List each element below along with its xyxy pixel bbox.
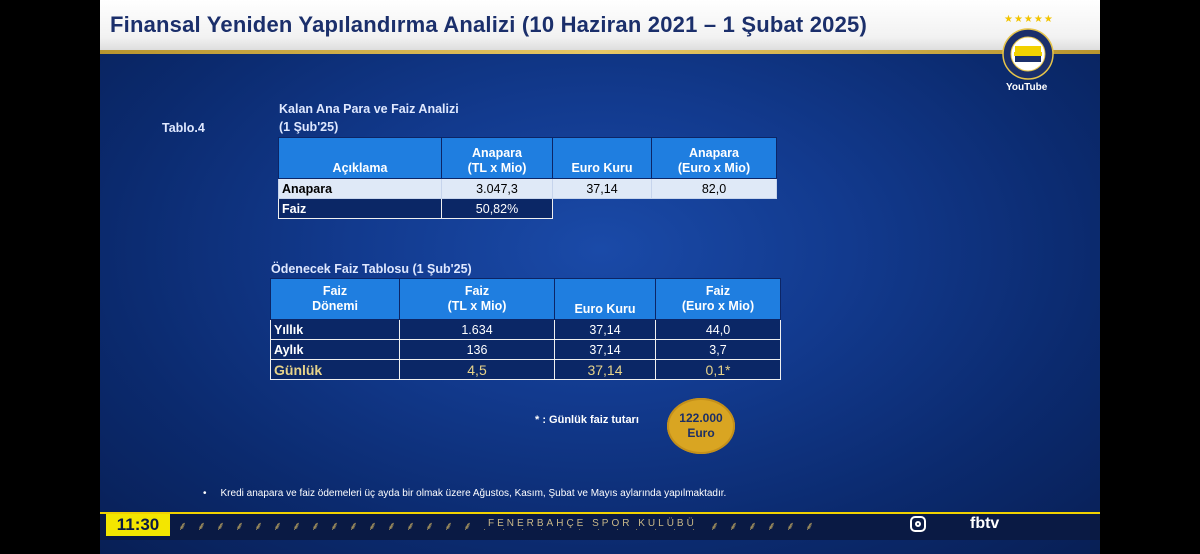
interest-schedule-table: Faiz Dönemi Faiz (TL x Mio) Euro Kuru Faiz… [270,278,781,380]
table-cell: 136 [399,339,555,360]
table-cell: 44,0 [655,319,781,340]
page-title: Finansal Yeniden Yapılandırma Analizi (1… [110,12,868,37]
table-cell: 4,5 [399,359,555,380]
empty-cell [553,199,652,219]
row-label: Günlük [270,359,400,380]
payment-footnote: • Kredi anapara ve faiz ödemeleri üç ayda… [203,488,726,499]
table1-subtitle: (1 Şub'25) [279,120,339,134]
club-name: FENERBAHÇE SPOR KULÜBÜ [482,518,703,529]
table-cell: 37,14 [554,359,656,380]
channel-logo: ★★★★★ YouTube [998,14,1058,96]
table-cell: 1.634 [399,319,555,340]
daily-interest-amount-badge: 122.000 Euro [667,398,735,454]
gold-divider [100,50,1100,54]
row-label: Anapara [278,178,442,199]
fenerbahce-crest-icon [1002,28,1054,80]
table-number-label: Tablo.4 [162,121,205,135]
table-cell: 0,1* [655,359,781,380]
empty-cell [652,199,777,219]
header-cell: Euro Kuru [552,137,652,179]
table-header-row: Faiz Dönemi Faiz (TL x Mio) Euro Kuru Faiz… [270,278,781,320]
amount-currency: Euro [687,426,715,440]
youtube-label: YouTube [1006,82,1048,93]
row-label: Yıllık [270,319,400,340]
stars-icon: ★★★★★ [1004,14,1054,25]
amount-value: 122.000 [679,411,723,425]
header-cell: Anapara (TL x Mio) [441,137,553,179]
table-header-row: Açıklama Anapara (TL x Mio) Euro Kuru Ana… [278,137,777,179]
table-cell: 37,14 [554,339,656,360]
principal-interest-table: Açıklama Anapara (TL x Mio) Euro Kuru Ana… [278,137,777,219]
table-cell: 3.047,3 [441,178,553,199]
table-row: Günlük 4,5 37,14 0,1* [270,359,781,380]
broadcast-ticker [100,512,1100,540]
row-label: Faiz [278,198,442,219]
table-row: Aylık 136 37,14 3,7 [270,339,781,360]
channel-name: fbtv [970,515,1000,532]
table-row: Yıllık 1.634 37,14 44,0 [270,319,781,340]
header-cell: Faiz Dönemi [270,278,400,320]
table-cell: 50,82% [441,198,553,219]
table-cell: 37,14 [552,178,652,199]
table2-title: Ödenecek Faiz Tablosu (1 Şub'25) [271,262,472,276]
broadcast-screen: Finansal Yeniden Yapılandırma Analizi (1… [100,0,1100,554]
table-row: Faiz 50,82% [278,198,777,219]
row-label: Aylık [270,339,400,360]
header-cell: Faiz (TL x Mio) [399,278,555,320]
header-cell: Anapara (Euro x Mio) [651,137,777,179]
instagram-icon[interactable] [910,516,926,532]
table-cell: 3,7 [655,339,781,360]
daily-interest-note: * : Günlük faiz tutarı [535,414,639,426]
table-cell: 82,0 [651,178,777,199]
table-row: Anapara 3.047,3 37,14 82,0 [278,178,777,199]
title-bar [100,0,1100,53]
header-cell: Açıklama [278,137,442,179]
bullet-icon: • [203,488,207,499]
header-cell: Faiz (Euro x Mio) [655,278,781,320]
table-cell: 37,14 [554,319,656,340]
header-cell: Euro Kuru [554,278,656,320]
clock-display: 11:30 [106,514,170,536]
table1-title: Kalan Ana Para ve Faiz Analizi [279,102,459,116]
footnote-text: Kredi anapara ve faiz ödemeleri üç ayda … [220,488,727,499]
